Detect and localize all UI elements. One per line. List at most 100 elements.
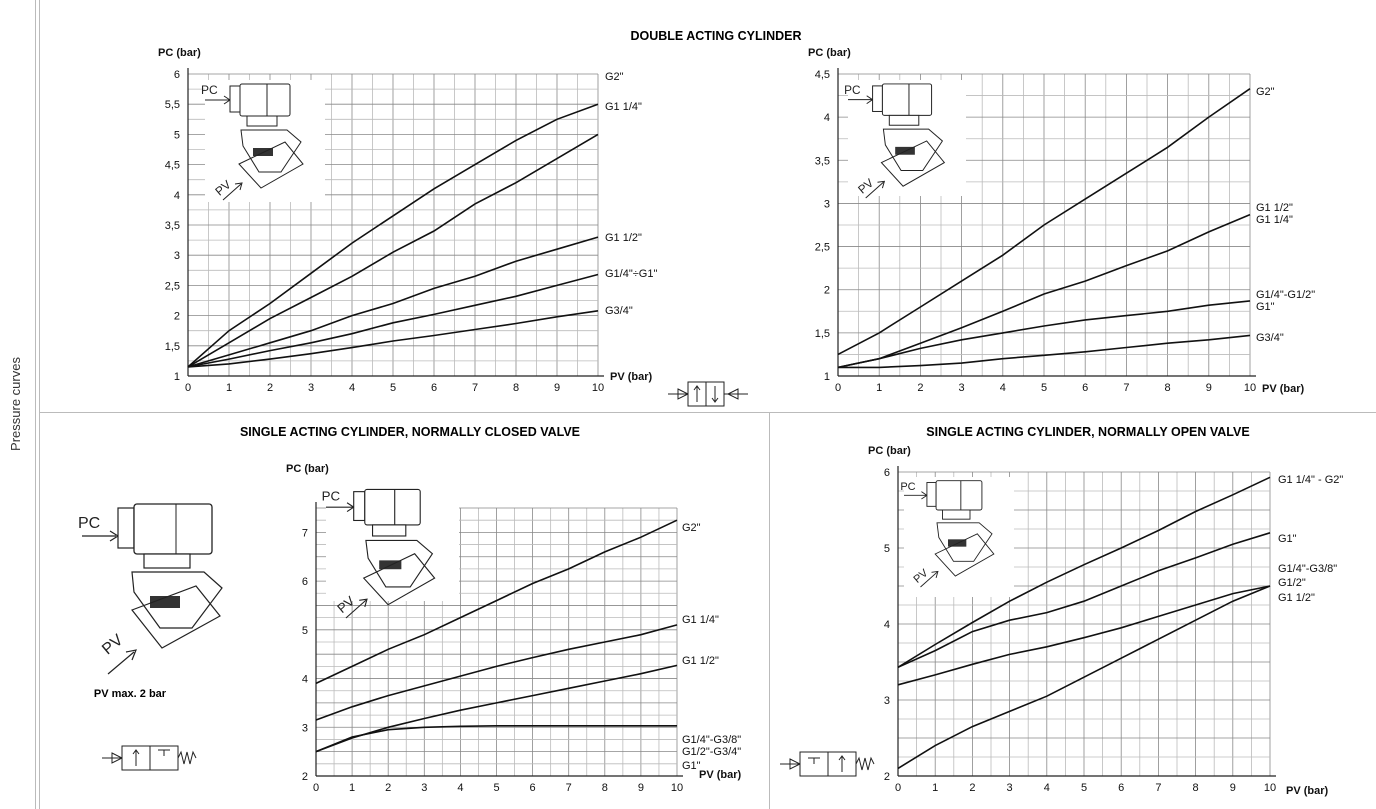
series-label: G1 1/4" bbox=[1256, 214, 1293, 226]
x-tick-label: 0 bbox=[895, 782, 901, 794]
y-tick-label: 3 bbox=[174, 250, 180, 262]
x-tick-label: 7 bbox=[1123, 382, 1129, 394]
title-single-no: SINGLE ACTING CYLINDER, NORMALLY OPEN VA… bbox=[926, 425, 1249, 439]
y-tick-label: 3 bbox=[884, 695, 890, 707]
pv-label: PV bbox=[99, 631, 127, 658]
y-tick-label: 4,5 bbox=[165, 160, 180, 172]
pv-arrow bbox=[920, 570, 939, 588]
x-tick-label: 4 bbox=[349, 382, 355, 394]
x-tick-label: 5 bbox=[390, 382, 396, 394]
y-tick-label: 4 bbox=[824, 112, 830, 124]
valve-symbol-nc bbox=[102, 745, 197, 771]
y-tick-label: 5 bbox=[174, 129, 180, 141]
x-tick-label: 5 bbox=[1041, 382, 1047, 394]
x-tick-label: 4 bbox=[1000, 382, 1006, 394]
x-tick-label: 10 bbox=[592, 382, 604, 394]
y-tick-label: 3 bbox=[302, 722, 308, 734]
series-line-1 bbox=[315, 519, 678, 685]
coil-body bbox=[935, 480, 983, 511]
x-tick-label: 0 bbox=[835, 382, 841, 394]
series-label: G1/4"÷G1" bbox=[605, 268, 657, 280]
y-tick-label: 2 bbox=[884, 771, 890, 783]
series-label: G2" bbox=[682, 522, 701, 534]
x-tick-label: 6 bbox=[431, 382, 437, 394]
series-line-3 bbox=[187, 236, 599, 368]
pv-arrow bbox=[345, 598, 368, 619]
x-axis-label: PV (bar) bbox=[699, 769, 742, 781]
chart-3: 0 1 2 3 4 5 6 7 8 9 10 2 3 4 5 6 7 PC (bar) PV (bar) G2" G1 … bbox=[286, 463, 742, 794]
series-line-4 bbox=[838, 334, 1251, 369]
series-line-4 bbox=[187, 273, 599, 368]
stem bbox=[246, 115, 278, 127]
y-tick-label: 4 bbox=[302, 674, 308, 686]
x-tick-label: 3 bbox=[421, 782, 427, 794]
series-line-4 bbox=[315, 725, 677, 753]
title-double-acting: DOUBLE ACTING CYLINDER bbox=[630, 29, 801, 43]
coil-cap bbox=[229, 85, 241, 113]
x-tick-label: 9 bbox=[1230, 782, 1236, 794]
series-label: G1 1/2" bbox=[1256, 202, 1293, 214]
pipe bbox=[238, 141, 304, 189]
y-tick-label: 2 bbox=[302, 771, 308, 783]
x-tick-label: 5 bbox=[1081, 782, 1087, 794]
pc-label: PC bbox=[844, 83, 861, 97]
y-tick-label: 5,5 bbox=[165, 99, 180, 111]
pv-arrow bbox=[222, 182, 243, 201]
y-tick-label: 3,5 bbox=[165, 220, 180, 232]
y-tick-label: 2 bbox=[824, 285, 830, 297]
y-tick-label: 3,5 bbox=[815, 155, 830, 167]
y-tick-label: 1 bbox=[824, 371, 830, 383]
series-line-3 bbox=[315, 664, 678, 753]
series-label: G1 1/2" bbox=[682, 655, 719, 667]
x-tick-label: 8 bbox=[513, 382, 519, 394]
x-tick-label: 1 bbox=[876, 382, 882, 394]
y-axis-label: PC (bar) bbox=[158, 47, 201, 59]
pipe bbox=[880, 140, 946, 187]
series-line-1 bbox=[187, 103, 599, 368]
pc-label: PC bbox=[900, 481, 915, 493]
series-label: G1 1/2" bbox=[1278, 592, 1315, 604]
x-tick-label: 7 bbox=[1155, 782, 1161, 794]
series-line-3 bbox=[837, 300, 1251, 369]
series-label: G3/4" bbox=[1256, 332, 1284, 344]
x-tick-label: 9 bbox=[638, 782, 644, 794]
series-line-4 bbox=[897, 585, 1271, 770]
x-axis-label: PV (bar) bbox=[1286, 785, 1329, 797]
y-tick-label: 4,5 bbox=[815, 69, 830, 81]
x-tick-label: 6 bbox=[1082, 382, 1088, 394]
series-line-2 bbox=[897, 532, 1271, 669]
x-tick-label: 10 bbox=[671, 782, 683, 794]
stem bbox=[942, 509, 971, 520]
stem bbox=[371, 524, 407, 537]
x-tick-label: 1 bbox=[932, 782, 938, 794]
series-label: G1 1/4" bbox=[682, 614, 719, 626]
valve-symbol-double bbox=[668, 381, 748, 407]
y-tick-label: 2 bbox=[174, 311, 180, 323]
pipe bbox=[362, 553, 436, 606]
y-axis-label: PC (bar) bbox=[808, 47, 851, 59]
series-label: G1" bbox=[1256, 301, 1275, 313]
pipe bbox=[934, 533, 995, 577]
coil-body bbox=[881, 83, 933, 116]
series-line-3 bbox=[897, 585, 1271, 686]
x-tick-label: 2 bbox=[267, 382, 273, 394]
y-tick-label: 1 bbox=[174, 371, 180, 383]
side-label: Pressure curves bbox=[8, 357, 23, 451]
series-line-2 bbox=[187, 133, 599, 368]
y-tick-label: 6 bbox=[302, 576, 308, 588]
y-tick-label: 7 bbox=[302, 527, 308, 539]
y-tick-label: 1,5 bbox=[165, 341, 180, 353]
coil-cap bbox=[353, 491, 366, 522]
x-tick-label: 7 bbox=[472, 382, 478, 394]
x-tick-label: 1 bbox=[226, 382, 232, 394]
y-axis-label: PC (bar) bbox=[868, 445, 911, 457]
x-tick-label: 2 bbox=[385, 782, 391, 794]
title-single-nc: SINGLE ACTING CYLINDER, NORMALLY CLOSED … bbox=[240, 425, 580, 439]
y-tick-label: 2,5 bbox=[165, 280, 180, 292]
x-tick-label: 0 bbox=[185, 382, 191, 394]
x-tick-label: 9 bbox=[554, 382, 560, 394]
series-label: G2" bbox=[1256, 86, 1275, 98]
series-line-5 bbox=[187, 310, 599, 368]
x-tick-label: 4 bbox=[457, 782, 463, 794]
